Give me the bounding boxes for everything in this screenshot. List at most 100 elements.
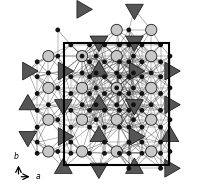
Circle shape bbox=[36, 125, 39, 129]
Circle shape bbox=[76, 114, 88, 125]
Circle shape bbox=[159, 43, 162, 47]
Circle shape bbox=[47, 71, 50, 75]
Circle shape bbox=[103, 92, 106, 95]
Circle shape bbox=[103, 140, 106, 144]
Circle shape bbox=[94, 54, 98, 58]
Circle shape bbox=[159, 152, 162, 155]
Circle shape bbox=[69, 125, 73, 129]
Polygon shape bbox=[165, 159, 180, 177]
Circle shape bbox=[118, 43, 121, 47]
Circle shape bbox=[88, 92, 91, 95]
Polygon shape bbox=[161, 126, 179, 142]
Circle shape bbox=[140, 60, 144, 63]
Circle shape bbox=[150, 103, 153, 106]
Polygon shape bbox=[58, 62, 74, 80]
Circle shape bbox=[69, 92, 73, 95]
Circle shape bbox=[140, 92, 144, 95]
Circle shape bbox=[88, 60, 91, 63]
Circle shape bbox=[88, 75, 91, 78]
Circle shape bbox=[36, 109, 39, 112]
Circle shape bbox=[132, 54, 135, 58]
Circle shape bbox=[159, 92, 162, 95]
Circle shape bbox=[69, 109, 73, 112]
Circle shape bbox=[36, 75, 39, 78]
Circle shape bbox=[127, 60, 130, 63]
Circle shape bbox=[56, 118, 59, 121]
Polygon shape bbox=[126, 36, 143, 51]
Text: b: b bbox=[13, 152, 18, 161]
Polygon shape bbox=[129, 62, 145, 80]
Polygon shape bbox=[90, 126, 108, 142]
Polygon shape bbox=[23, 62, 38, 80]
Circle shape bbox=[118, 75, 121, 78]
Circle shape bbox=[140, 140, 144, 144]
Polygon shape bbox=[90, 36, 108, 51]
Circle shape bbox=[111, 24, 122, 36]
Circle shape bbox=[140, 75, 144, 78]
Circle shape bbox=[115, 71, 118, 75]
Polygon shape bbox=[165, 96, 180, 114]
Circle shape bbox=[43, 50, 54, 62]
Circle shape bbox=[118, 109, 121, 112]
Circle shape bbox=[146, 82, 157, 94]
Polygon shape bbox=[58, 128, 74, 145]
Circle shape bbox=[111, 82, 122, 94]
Circle shape bbox=[118, 60, 121, 63]
Circle shape bbox=[103, 75, 106, 78]
Circle shape bbox=[43, 114, 54, 125]
Circle shape bbox=[140, 43, 144, 47]
Circle shape bbox=[43, 82, 54, 94]
Circle shape bbox=[127, 43, 130, 47]
Circle shape bbox=[140, 152, 144, 155]
Polygon shape bbox=[126, 158, 143, 174]
Polygon shape bbox=[77, 0, 92, 18]
Circle shape bbox=[146, 146, 157, 157]
Polygon shape bbox=[129, 128, 145, 145]
Circle shape bbox=[168, 86, 172, 90]
Circle shape bbox=[103, 125, 106, 129]
Circle shape bbox=[80, 54, 84, 58]
Circle shape bbox=[36, 152, 39, 155]
Circle shape bbox=[56, 28, 59, 32]
Circle shape bbox=[159, 125, 162, 129]
Circle shape bbox=[69, 43, 73, 47]
Circle shape bbox=[94, 86, 98, 90]
Polygon shape bbox=[90, 94, 108, 110]
Circle shape bbox=[69, 152, 73, 155]
Circle shape bbox=[69, 75, 73, 78]
Text: a: a bbox=[35, 172, 40, 181]
Bar bbox=[64, 43, 169, 165]
Circle shape bbox=[118, 125, 121, 129]
Circle shape bbox=[115, 103, 118, 106]
Circle shape bbox=[168, 150, 172, 153]
Circle shape bbox=[88, 109, 91, 112]
Circle shape bbox=[168, 118, 172, 121]
Circle shape bbox=[127, 28, 130, 32]
Circle shape bbox=[168, 54, 172, 58]
Circle shape bbox=[159, 167, 162, 170]
Polygon shape bbox=[55, 99, 72, 115]
Circle shape bbox=[127, 75, 130, 78]
Circle shape bbox=[43, 146, 54, 157]
Circle shape bbox=[159, 75, 162, 78]
Circle shape bbox=[127, 140, 130, 144]
Circle shape bbox=[132, 71, 135, 75]
Circle shape bbox=[132, 86, 135, 90]
Circle shape bbox=[56, 150, 59, 153]
Circle shape bbox=[159, 60, 162, 63]
Circle shape bbox=[36, 60, 39, 63]
Circle shape bbox=[118, 152, 121, 155]
Polygon shape bbox=[19, 94, 37, 110]
Circle shape bbox=[127, 167, 130, 170]
Circle shape bbox=[146, 24, 157, 36]
Circle shape bbox=[94, 71, 98, 75]
Circle shape bbox=[80, 103, 84, 106]
Circle shape bbox=[88, 43, 91, 47]
Circle shape bbox=[150, 71, 153, 75]
Circle shape bbox=[111, 50, 122, 62]
Circle shape bbox=[111, 146, 122, 157]
Circle shape bbox=[36, 92, 39, 95]
Circle shape bbox=[132, 118, 135, 121]
Circle shape bbox=[132, 103, 135, 106]
Circle shape bbox=[88, 125, 91, 129]
